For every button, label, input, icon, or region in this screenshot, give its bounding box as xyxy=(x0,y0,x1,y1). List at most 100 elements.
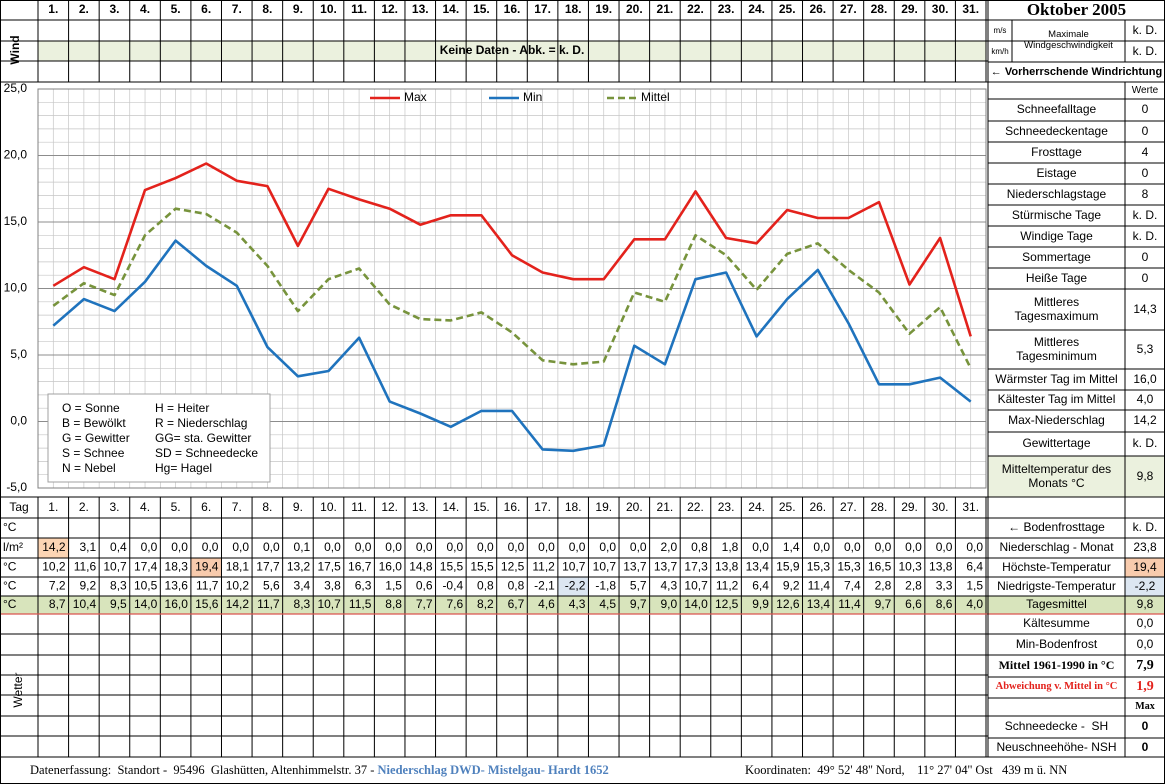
table-value: 13,4 xyxy=(807,597,831,611)
day-number: 19. xyxy=(595,2,612,16)
table-value: -1,8 xyxy=(595,579,616,593)
day-number: 4. xyxy=(140,500,150,514)
weather-legend-item: H = Heiter xyxy=(155,401,209,415)
row-total: 0,0 xyxy=(1136,636,1154,651)
table-value: 6,6 xyxy=(905,597,922,611)
day-number: 4. xyxy=(140,2,150,16)
snow-value: 0 xyxy=(1141,739,1149,754)
weather-legend-item: B = Bewölkt xyxy=(62,416,126,430)
day-number: 7. xyxy=(232,2,242,16)
table-value: 9,2 xyxy=(783,579,800,593)
day-number: 27. xyxy=(840,500,857,514)
table-value: 12,5 xyxy=(715,597,739,611)
table-value: 11,5 xyxy=(349,597,372,611)
table-value: 11,2 xyxy=(716,579,739,593)
table-value: 0,0 xyxy=(202,540,219,554)
table-value: 7,2 xyxy=(49,579,66,593)
table-value: 9,9 xyxy=(752,597,769,611)
table-value: 9,5 xyxy=(110,597,127,611)
table-value: 10,4 xyxy=(73,597,97,611)
table-value: 14,2 xyxy=(226,597,250,611)
table-value: 11,2 xyxy=(532,560,555,574)
day-number: 10. xyxy=(320,500,337,514)
day-number: 29. xyxy=(901,2,918,16)
table-value: 6,4 xyxy=(966,560,983,574)
summary-value: 8 xyxy=(1141,186,1149,201)
table-value: 13,6 xyxy=(165,579,189,593)
table-value: 16,7 xyxy=(348,560,372,574)
table-value: 3,8 xyxy=(324,579,341,593)
summary-label: Eistage xyxy=(1036,165,1077,180)
summary-header: Werte xyxy=(1131,84,1159,96)
day-number: 10. xyxy=(320,2,337,16)
day-number: 15. xyxy=(473,500,490,514)
series-line xyxy=(52,239,972,453)
row-total: 0,0 xyxy=(1136,616,1154,631)
summary-label: Sommertage xyxy=(1022,249,1091,264)
table-value: 13,7 xyxy=(623,560,647,574)
table-value: 6,4 xyxy=(752,579,769,593)
table-value: 15,6 xyxy=(195,597,219,611)
row-label: ← Bodenfrosttage xyxy=(1008,520,1105,535)
summary-value: k. D. xyxy=(1132,228,1158,243)
day-number: 11. xyxy=(351,2,367,16)
table-value: 10,2 xyxy=(226,579,250,593)
table-value: 17,7 xyxy=(256,560,280,574)
table-value: 10,7 xyxy=(317,597,341,611)
reference-label: Mittel 1961-1990 in °C xyxy=(998,658,1115,673)
summary-label: Mittleres Tagesminimum xyxy=(1016,334,1097,363)
table-value: 18,3 xyxy=(165,560,189,574)
summary-label: Schneefalltage xyxy=(1016,102,1097,117)
summary-label: Schneedeckentage xyxy=(1005,123,1108,138)
y-tick-label: 5,0 xyxy=(10,347,27,361)
table-value: 15,5 xyxy=(470,560,494,574)
unit-label: m/s xyxy=(993,25,1007,35)
mean-row-band xyxy=(0,596,1165,614)
day-number: 30. xyxy=(932,500,949,514)
deviation-label: Abweichung v. Mittel in °C xyxy=(995,681,1118,693)
table-value: 0,0 xyxy=(630,540,647,554)
table-value: 14,2 xyxy=(42,540,66,554)
day-number: 3. xyxy=(109,2,119,16)
table-value: 0,6 xyxy=(416,579,433,593)
day-number: 3. xyxy=(109,500,119,514)
table-value: 7,7 xyxy=(416,597,433,611)
weather-legend-item: N = Nebel xyxy=(62,461,116,475)
day-number: 28. xyxy=(871,2,888,16)
table-value: 9,2 xyxy=(79,579,96,593)
day-label: Tag xyxy=(9,500,28,514)
summary-value: 0 xyxy=(1141,102,1149,117)
day-number: 16. xyxy=(504,2,521,16)
table-value: 0,0 xyxy=(446,540,463,554)
summary-label: Wärmster Tag im Mittel xyxy=(995,371,1118,386)
day-number: 9. xyxy=(293,500,303,514)
summary-label: Niederschlagstage xyxy=(1006,186,1107,201)
unit-label: °C xyxy=(3,520,17,534)
table-value: 0,8 xyxy=(508,579,525,593)
table-value: 0,0 xyxy=(538,540,555,554)
max-wind-value: k. D. xyxy=(1132,43,1158,58)
table-value: 6,7 xyxy=(508,597,525,611)
table-value: 16,0 xyxy=(379,560,403,574)
weather-label: Wetter xyxy=(11,672,25,707)
summary-value: 0 xyxy=(1141,270,1149,285)
y-tick-label: 25,0 xyxy=(4,81,28,95)
day-number: 6. xyxy=(201,2,211,16)
table-value: 0,0 xyxy=(905,540,922,554)
table-value: 11,7 xyxy=(257,597,280,611)
row-total: -2,2 xyxy=(1134,578,1156,593)
day-number: 6. xyxy=(201,500,211,514)
snow-value: 0 xyxy=(1141,719,1149,734)
table-value: 0,0 xyxy=(355,540,372,554)
legend-label: Min xyxy=(523,90,542,104)
day-number: 2. xyxy=(79,500,89,514)
wind-direction: ← Vorherrschende Windrichtung xyxy=(990,65,1163,78)
day-number: 21. xyxy=(657,500,674,514)
max-wind-value: k. D. xyxy=(1132,22,1158,37)
summary-label: Windige Tage xyxy=(1020,228,1093,243)
table-value: 10,7 xyxy=(562,560,586,574)
weather-legend-item: S = Schnee xyxy=(62,446,125,460)
y-tick-label: 0,0 xyxy=(10,414,27,428)
table-value: 0,0 xyxy=(263,540,280,554)
